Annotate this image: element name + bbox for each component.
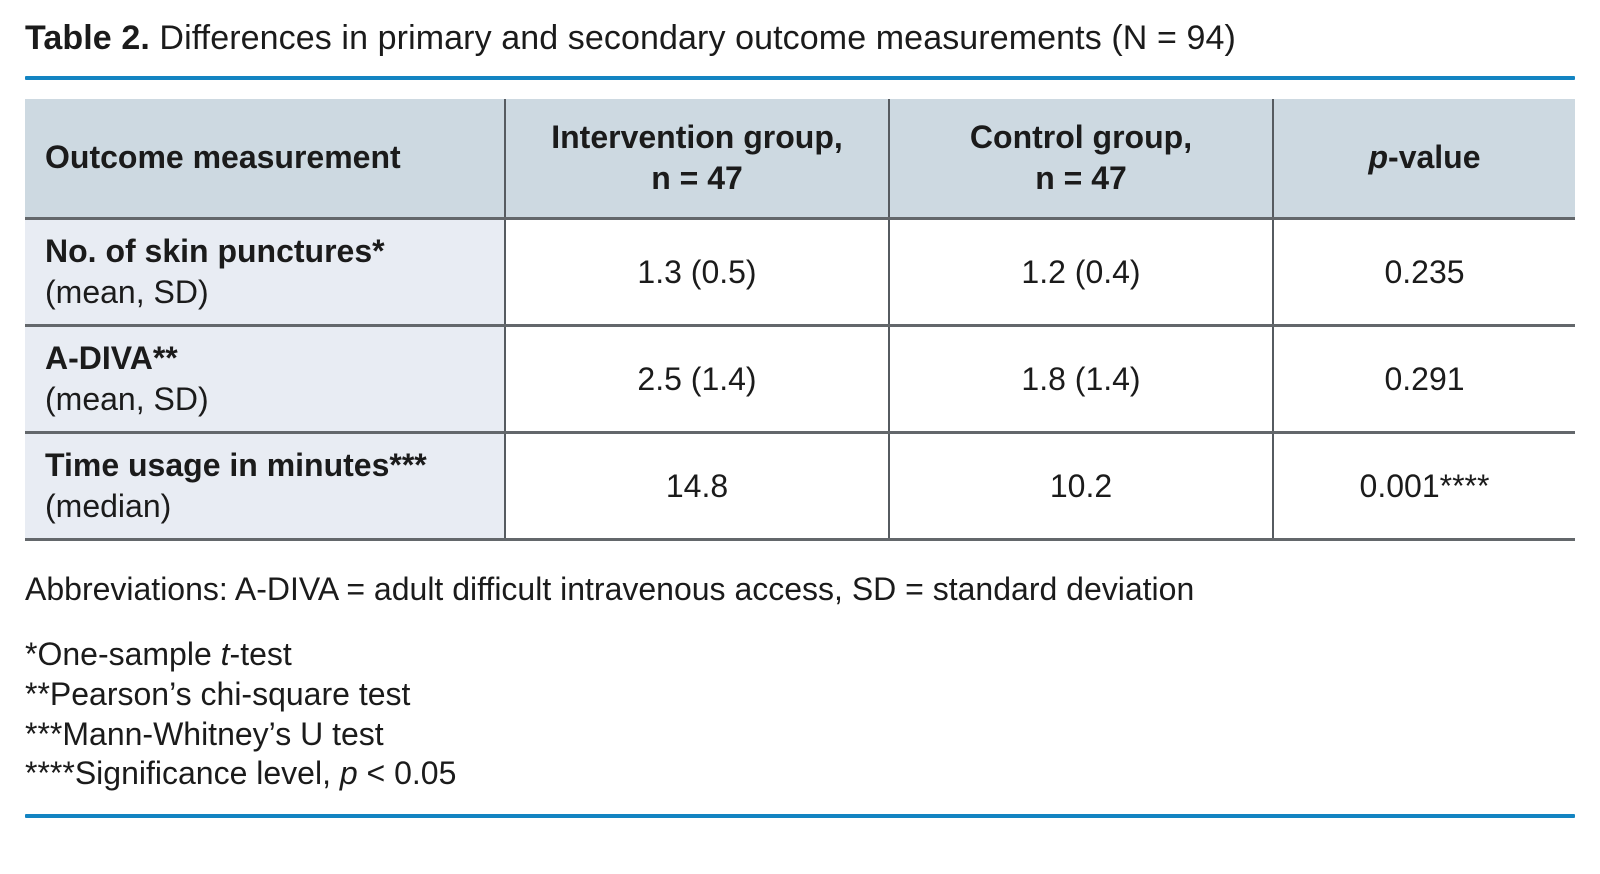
intervention-value: 14.8: [504, 431, 890, 542]
header-intervention-line1: Intervention group,: [551, 118, 843, 155]
bottom-accent-rule: [25, 814, 1575, 819]
outcomes-table: Outcome measurement Intervention group, …: [25, 98, 1575, 542]
row-label: No. of skin punctures*: [45, 232, 385, 269]
p-value: 0.001****: [1272, 431, 1575, 542]
footnote-italic: p: [339, 755, 358, 792]
row-label: Time usage in minutes***: [45, 446, 427, 483]
header-control-line1: Control group,: [969, 118, 1193, 155]
header-outcome-measurement: Outcome measurement: [25, 98, 506, 221]
p-value: 0.235: [1272, 217, 1575, 328]
table-row-skin-punctures: No. of skin punctures* (mean, SD) 1.3 (0…: [25, 217, 1575, 328]
row-sublabel: (median): [45, 488, 172, 525]
row-sublabel: (mean, SD): [45, 274, 209, 311]
control-value: 1.2 (0.4): [888, 217, 1274, 328]
footnote-one-sample-t-test: *One-sample t-test: [25, 635, 1575, 675]
footnote-italic: t: [220, 636, 230, 673]
row-label-cell: A-DIVA** (mean, SD): [25, 324, 506, 435]
footnote-text: **Pearson’s chi-square test: [25, 676, 411, 713]
header-control-line2: n = 47: [1035, 160, 1127, 197]
abbreviations-note: Abbreviations: A-DIVA = adult difficult …: [25, 571, 1195, 608]
footnotes: *One-sample t-test **Pearson’s chi-squar…: [25, 635, 1575, 794]
footnote-text: -test: [229, 636, 292, 673]
table-row-a-diva: A-DIVA** (mean, SD) 2.5 (1.4) 1.8 (1.4) …: [25, 324, 1575, 435]
footnote-mann-whitney: ***Mann-Whitney’s U test: [25, 715, 1575, 755]
intervention-value: 1.3 (0.5): [504, 217, 890, 328]
control-value: 10.2: [888, 431, 1274, 542]
header-row: Outcome measurement Intervention group, …: [25, 98, 1575, 221]
table-caption: Table 2. Differences in primary and seco…: [25, 16, 1575, 61]
row-sublabel: (mean, SD): [45, 381, 209, 418]
row-label: A-DIVA**: [45, 339, 178, 376]
row-label-cell: No. of skin punctures* (mean, SD): [25, 217, 506, 328]
header-control-group: Control group, n = 47: [888, 98, 1274, 221]
top-accent-rule: [25, 75, 1575, 80]
footnote-significance-level: ****Significance level, p < 0.05: [25, 754, 1575, 794]
header-p-value: p-value: [1272, 98, 1575, 221]
header-intervention-group: Intervention group, n = 47: [504, 98, 890, 221]
table-row-time-usage: Time usage in minutes*** (median) 14.8 1…: [25, 431, 1575, 542]
footnote-text: < 0.05: [357, 755, 457, 792]
footnote-pearson-chi-square: **Pearson’s chi-square test: [25, 675, 1575, 715]
header-p-value-rest: -value: [1388, 139, 1481, 176]
footnote-text: *One-sample: [25, 636, 221, 673]
intervention-value: 2.5 (1.4): [504, 324, 890, 435]
row-label-cell: Time usage in minutes*** (median): [25, 431, 506, 542]
control-value: 1.8 (1.4): [888, 324, 1274, 435]
header-p-value-italic: p: [1368, 139, 1389, 176]
table-caption-number: Table 2.: [25, 19, 150, 57]
table-caption-text: Differences in primary and secondary out…: [149, 19, 1236, 57]
header-intervention-line2: n = 47: [651, 160, 743, 197]
footnote-text: ****Significance level,: [25, 755, 340, 792]
p-value: 0.291: [1272, 324, 1575, 435]
footnote-text: ***Mann-Whitney’s U test: [25, 715, 384, 752]
